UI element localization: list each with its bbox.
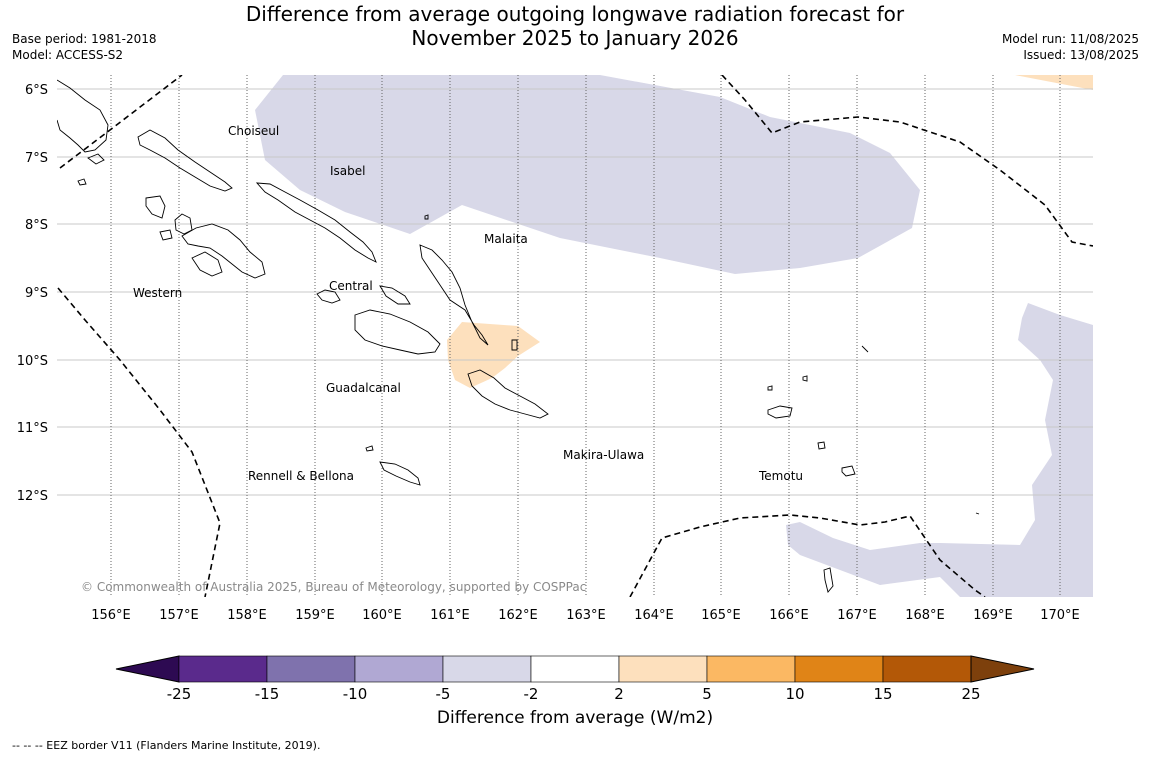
colorbar-segment (530, 655, 620, 683)
colorbar-segment (882, 655, 972, 683)
isabel-coast (255, 182, 377, 263)
title-line-2: November 2025 to January 2026 (411, 26, 739, 50)
colorbar-tick-label: 5 (702, 685, 712, 703)
longitude-labels: 156°E 157°E 158°E 159°E 160°E 161°E 162°… (91, 608, 1080, 623)
choiseul-coast (137, 129, 233, 192)
footnote: -- -- -- EEZ border V11 (Flanders Marine… (12, 739, 321, 752)
meta-left: Base period: 1981-2018 Model: ACCESS-S2 (12, 31, 157, 63)
map-area (57, 75, 1093, 597)
negative-anomaly-east (786, 303, 1093, 597)
lon-label: 158°E (227, 608, 267, 623)
model-name: Model: ACCESS-S2 (12, 48, 124, 62)
colorbar-tick-label: 10 (785, 685, 804, 703)
region-label-makira-ulawa: Makira-Ulawa (563, 448, 644, 462)
lon-label: 159°E (295, 608, 335, 623)
lon-label: 157°E (159, 608, 199, 623)
region-label-choiseul: Choiseul (228, 124, 279, 138)
colorbar-segment (178, 655, 268, 683)
colorbar-tick-label: -2 (524, 685, 539, 703)
region-label-isabel: Isabel (330, 164, 365, 178)
colorbar-tick-label: 25 (961, 685, 980, 703)
region-label-western: Western (133, 286, 182, 300)
base-period: Base period: 1981-2018 (12, 32, 157, 46)
lat-label: 12°S (17, 489, 48, 504)
lon-label: 163°E (566, 608, 606, 623)
guadalcanal-coast (354, 309, 441, 355)
malaita-coast (419, 244, 489, 346)
latitude-gridlines (57, 88, 1093, 496)
positive-anomaly-northeast (1015, 75, 1093, 90)
lon-label: 170°E (1040, 608, 1080, 623)
colorbar-tick-label: 15 (873, 685, 892, 703)
longitude-gridlines (110, 75, 1061, 597)
issued-date: Issued: 13/08/2025 (1023, 48, 1139, 62)
colorbar-segment (706, 655, 796, 683)
region-label-rennell-bellona: Rennell & Bellona (248, 469, 354, 483)
colorbar-tick-label: -10 (343, 685, 368, 703)
lat-label: 7°S (25, 151, 48, 166)
lon-label: 161°E (430, 608, 470, 623)
lon-label: 169°E (973, 608, 1013, 623)
colorbar-segment (794, 655, 884, 683)
lat-label: 9°S (25, 286, 48, 301)
colorbar-extend-high (970, 655, 1035, 683)
chart-title: Difference from average outgoing longwav… (175, 2, 975, 50)
colorbar-tick-label: -5 (436, 685, 451, 703)
colorbar-segment (618, 655, 708, 683)
colorbar-segment (442, 655, 532, 683)
lat-label: 11°S (17, 421, 48, 436)
region-label-central: Central (329, 279, 373, 293)
forecast-map: 6°S 7°S 8°S 9°S 10°S 11°S 12°S 156°E 157… (17, 75, 1093, 623)
colorbar-segment (354, 655, 444, 683)
colorbar-extend-low (115, 655, 180, 683)
meta-right: Model run: 11/08/2025 Issued: 13/08/2025 (1002, 31, 1139, 63)
positive-anomaly-central (447, 322, 540, 388)
region-label-guadalcanal: Guadalcanal (326, 381, 401, 395)
colorbar-tick-label: -25 (167, 685, 192, 703)
lon-label: 168°E (905, 608, 945, 623)
lon-label: 166°E (769, 608, 809, 623)
colorbar-label: Difference from average (W/m2) (436, 708, 714, 728)
coastlines (57, 79, 980, 593)
model-run-date: Model run: 11/08/2025 (1001, 32, 1139, 46)
colorbar-segment (266, 655, 356, 683)
latitude-labels: 6°S 7°S 8°S 9°S 10°S 11°S 12°S (17, 83, 48, 504)
lon-label: 167°E (837, 608, 877, 623)
lon-label: 156°E (91, 608, 131, 623)
bougainville-coast (57, 79, 109, 153)
region-label-temotu: Temotu (758, 469, 803, 483)
lat-label: 8°S (25, 218, 48, 233)
colorbar-tick-label: -15 (255, 685, 280, 703)
region-label-malaita: Malaita (484, 232, 528, 246)
lat-label: 6°S (25, 83, 48, 98)
lon-label: 162°E (498, 608, 538, 623)
colorbar-tick-label: 2 (614, 685, 624, 703)
region-labels: Choiseul Isabel Malaita Western Central … (133, 124, 803, 483)
lat-label: 10°S (17, 354, 48, 369)
title-line-1: Difference from average outgoing longwav… (245, 2, 905, 26)
lon-label: 160°E (362, 608, 402, 623)
lon-label: 165°E (701, 608, 741, 623)
eez-border (57, 75, 1093, 597)
colorbar-tick-labels: -25 -15 -10 -5 -2 2 5 10 15 25 (167, 685, 981, 703)
copyright-notice: © Commonwealth of Australia 2025, Bureau… (81, 580, 587, 594)
lon-label: 164°E (634, 608, 674, 623)
